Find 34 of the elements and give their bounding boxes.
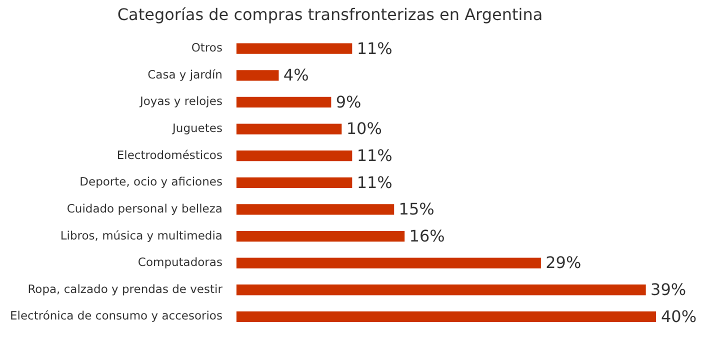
y-tick-label: Libros, música y multimedia	[60, 228, 222, 242]
data-label: 15%	[398, 200, 434, 219]
bar	[236, 311, 656, 322]
y-tick-label: Joyas y relojes	[139, 94, 222, 108]
bar	[236, 70, 279, 81]
bar	[236, 177, 352, 188]
y-tick-label: Computadoras	[138, 255, 222, 270]
bar	[236, 258, 541, 268]
y-tick-label: Otros	[191, 40, 222, 55]
y-tick-label: Juguetes	[172, 121, 222, 136]
data-label: 9%	[336, 92, 362, 112]
y-tick-label: Cuidado personal y belleza	[66, 201, 222, 216]
data-label: 4%	[283, 66, 309, 85]
bar	[236, 150, 352, 162]
bar	[236, 124, 342, 134]
data-label: 11%	[356, 146, 392, 165]
bar	[236, 43, 352, 54]
y-tick-label: Ropa, calzado y prendas de vestir	[28, 282, 223, 296]
chart-title: Categorías de compras transfronterizas en Argentina	[117, 4, 543, 24]
data-label: 11%	[356, 172, 392, 192]
data-label: 29%	[546, 253, 582, 272]
data-label: 40%	[661, 306, 697, 326]
bar	[236, 96, 332, 108]
bar	[236, 230, 405, 242]
bar	[236, 204, 394, 215]
data-label: 16%	[409, 226, 445, 246]
y-tick-label: Casa y jardín	[148, 67, 222, 82]
data-label: 11%	[356, 38, 392, 58]
y-tick-label: Electrodomésticos	[116, 148, 222, 162]
data-label: 10%	[346, 119, 382, 138]
y-tick-label: Deporte, ocio y aficiones	[80, 174, 222, 189]
bar	[236, 284, 646, 296]
y-tick-label: Electrónica de consumo y accesorios	[10, 308, 222, 323]
data-label: 39%	[650, 280, 686, 300]
